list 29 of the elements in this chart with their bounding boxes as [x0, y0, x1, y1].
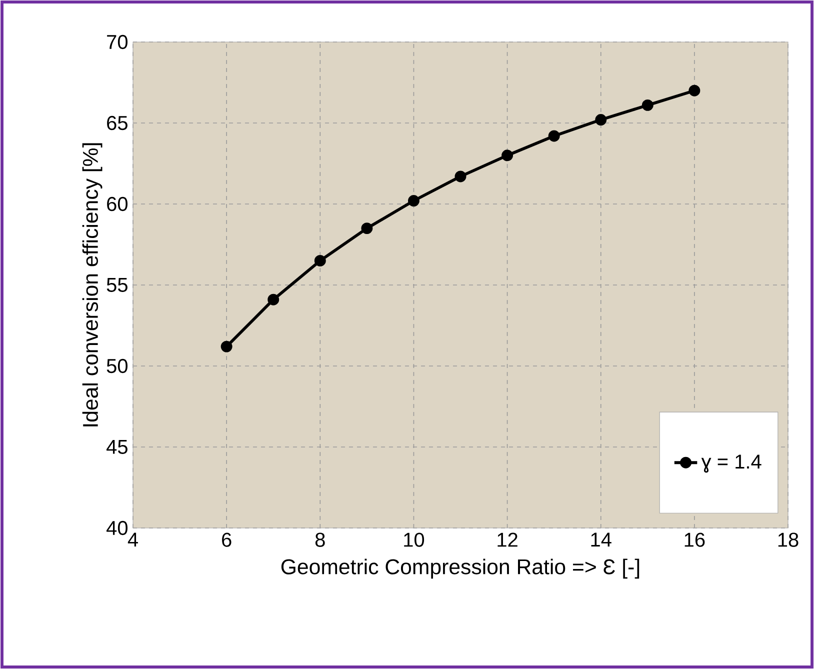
y-tick-label: 60: [107, 196, 128, 212]
x-tick-label: 14: [591, 532, 612, 546]
y-axis-title: Ideal conversion efficiency [%]: [82, 143, 102, 426]
y-tick-label: 55: [106, 278, 128, 292]
x-tick-label: 16: [684, 532, 705, 547]
point: [502, 150, 514, 162]
x-axis-title: Geometric Compression Ratio => Ɛ [-]: [281, 558, 640, 579]
point: [220, 340, 232, 352]
point: [548, 130, 560, 142]
y-tick-label: 65: [107, 116, 128, 130]
x-tick-label: 4: [128, 532, 138, 546]
x-tick-label: 6: [222, 532, 232, 547]
x-tick-label: 8: [315, 532, 325, 547]
point: [268, 294, 280, 306]
y-tick-label: 45: [106, 440, 128, 454]
point: [314, 254, 326, 266]
x-tick-label: 10: [404, 532, 424, 547]
x-tick-label: 12: [498, 532, 518, 547]
point: [595, 114, 607, 126]
point: [688, 84, 700, 96]
point: [408, 195, 420, 206]
x-tick-label: 18: [778, 532, 798, 547]
point: [642, 99, 654, 111]
y-tick-label: 70: [107, 34, 128, 50]
y-tick-label: 40: [106, 520, 128, 536]
y-tick-label: 50: [106, 358, 128, 374]
point: [361, 222, 373, 234]
legend-label: ɣ = 1.4: [701, 454, 762, 473]
point: [454, 170, 466, 182]
